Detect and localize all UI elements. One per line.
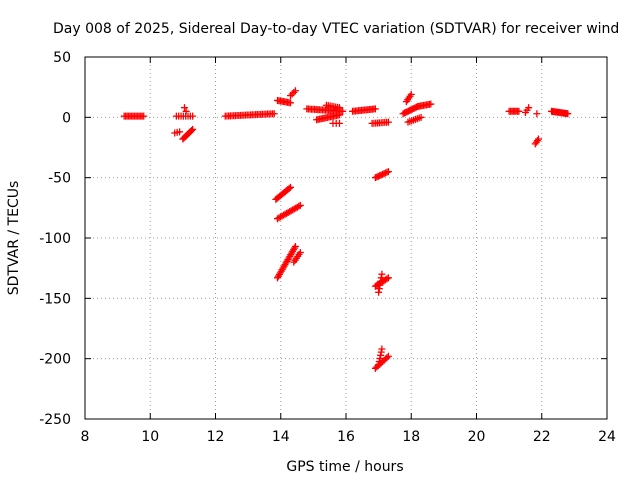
- data-point: [295, 202, 303, 210]
- data-point: [339, 107, 347, 115]
- x-tick-label: 20: [468, 429, 486, 445]
- y-tick-label: -100: [39, 231, 71, 247]
- data-point: [288, 90, 296, 98]
- data-point: [285, 184, 293, 192]
- data-point: [534, 135, 542, 143]
- x-tick-label: 24: [598, 429, 616, 445]
- y-tick-label: -200: [39, 352, 71, 368]
- data-point: [188, 126, 196, 134]
- data-point: [296, 248, 304, 256]
- data-point: [290, 244, 298, 252]
- data-point: [525, 104, 533, 112]
- y-tick-label: -50: [48, 171, 71, 187]
- data-point: [417, 113, 425, 121]
- data-point: [182, 107, 190, 115]
- data-point: [287, 183, 295, 191]
- y-axis-label: SDTVAR / TECUs: [6, 181, 22, 296]
- data-points: [120, 87, 572, 372]
- data-point: [189, 125, 197, 133]
- data-point: [375, 358, 383, 366]
- y-tick-label: 0: [62, 110, 71, 126]
- data-point: [375, 285, 383, 293]
- data-point: [376, 354, 384, 362]
- x-tick-label: 22: [533, 429, 551, 445]
- data-point: [290, 88, 298, 96]
- data-point: [383, 354, 391, 362]
- data-point: [378, 270, 386, 278]
- data-point: [384, 274, 392, 282]
- data-point: [383, 168, 391, 176]
- data-point: [176, 128, 184, 136]
- x-tick-label: 12: [207, 429, 225, 445]
- chart-title: Day 008 of 2025, Sidereal Day-to-day VTE…: [53, 21, 619, 37]
- y-tick-label: 50: [53, 50, 71, 66]
- data-point: [291, 242, 299, 250]
- data-point: [291, 87, 299, 95]
- data-point: [296, 201, 304, 209]
- data-point: [189, 112, 197, 120]
- data-point: [270, 110, 278, 118]
- x-axis-label: GPS time / hours: [286, 459, 403, 475]
- data-point: [384, 168, 392, 176]
- x-tick-label: 16: [337, 429, 355, 445]
- data-point: [533, 137, 541, 145]
- data-point: [140, 112, 148, 120]
- grid: [85, 57, 607, 419]
- data-point: [375, 288, 383, 296]
- data-point: [335, 119, 343, 127]
- x-tick-label: 14: [272, 429, 290, 445]
- data-point: [287, 99, 295, 107]
- x-tick-label: 18: [402, 429, 420, 445]
- data-point: [287, 92, 295, 100]
- data-point: [377, 348, 385, 356]
- data-point: [564, 110, 572, 118]
- data-point: [377, 277, 385, 285]
- x-tick-label: 10: [141, 429, 159, 445]
- data-point: [376, 281, 384, 289]
- data-point: [335, 104, 343, 112]
- data-point: [375, 361, 383, 369]
- data-point: [383, 275, 391, 283]
- data-point: [335, 111, 343, 119]
- data-point: [407, 90, 415, 98]
- data-point: [377, 351, 385, 359]
- data-point: [181, 104, 189, 112]
- data-point: [384, 352, 392, 360]
- data-point: [378, 345, 386, 353]
- axis-ticks: 8 10 12 14 16 18 20 22 24 -250 -200 -150 -100 -50 0 50: [39, 50, 616, 445]
- x-tick-label: 8: [81, 429, 90, 445]
- data-point: [377, 274, 385, 282]
- data-point: [515, 107, 523, 115]
- data-point: [427, 100, 435, 108]
- data-point: [371, 105, 379, 113]
- y-tick-label: -250: [39, 412, 71, 428]
- y-tick-label: -150: [39, 291, 71, 307]
- data-point: [533, 110, 541, 118]
- data-point: [384, 118, 392, 126]
